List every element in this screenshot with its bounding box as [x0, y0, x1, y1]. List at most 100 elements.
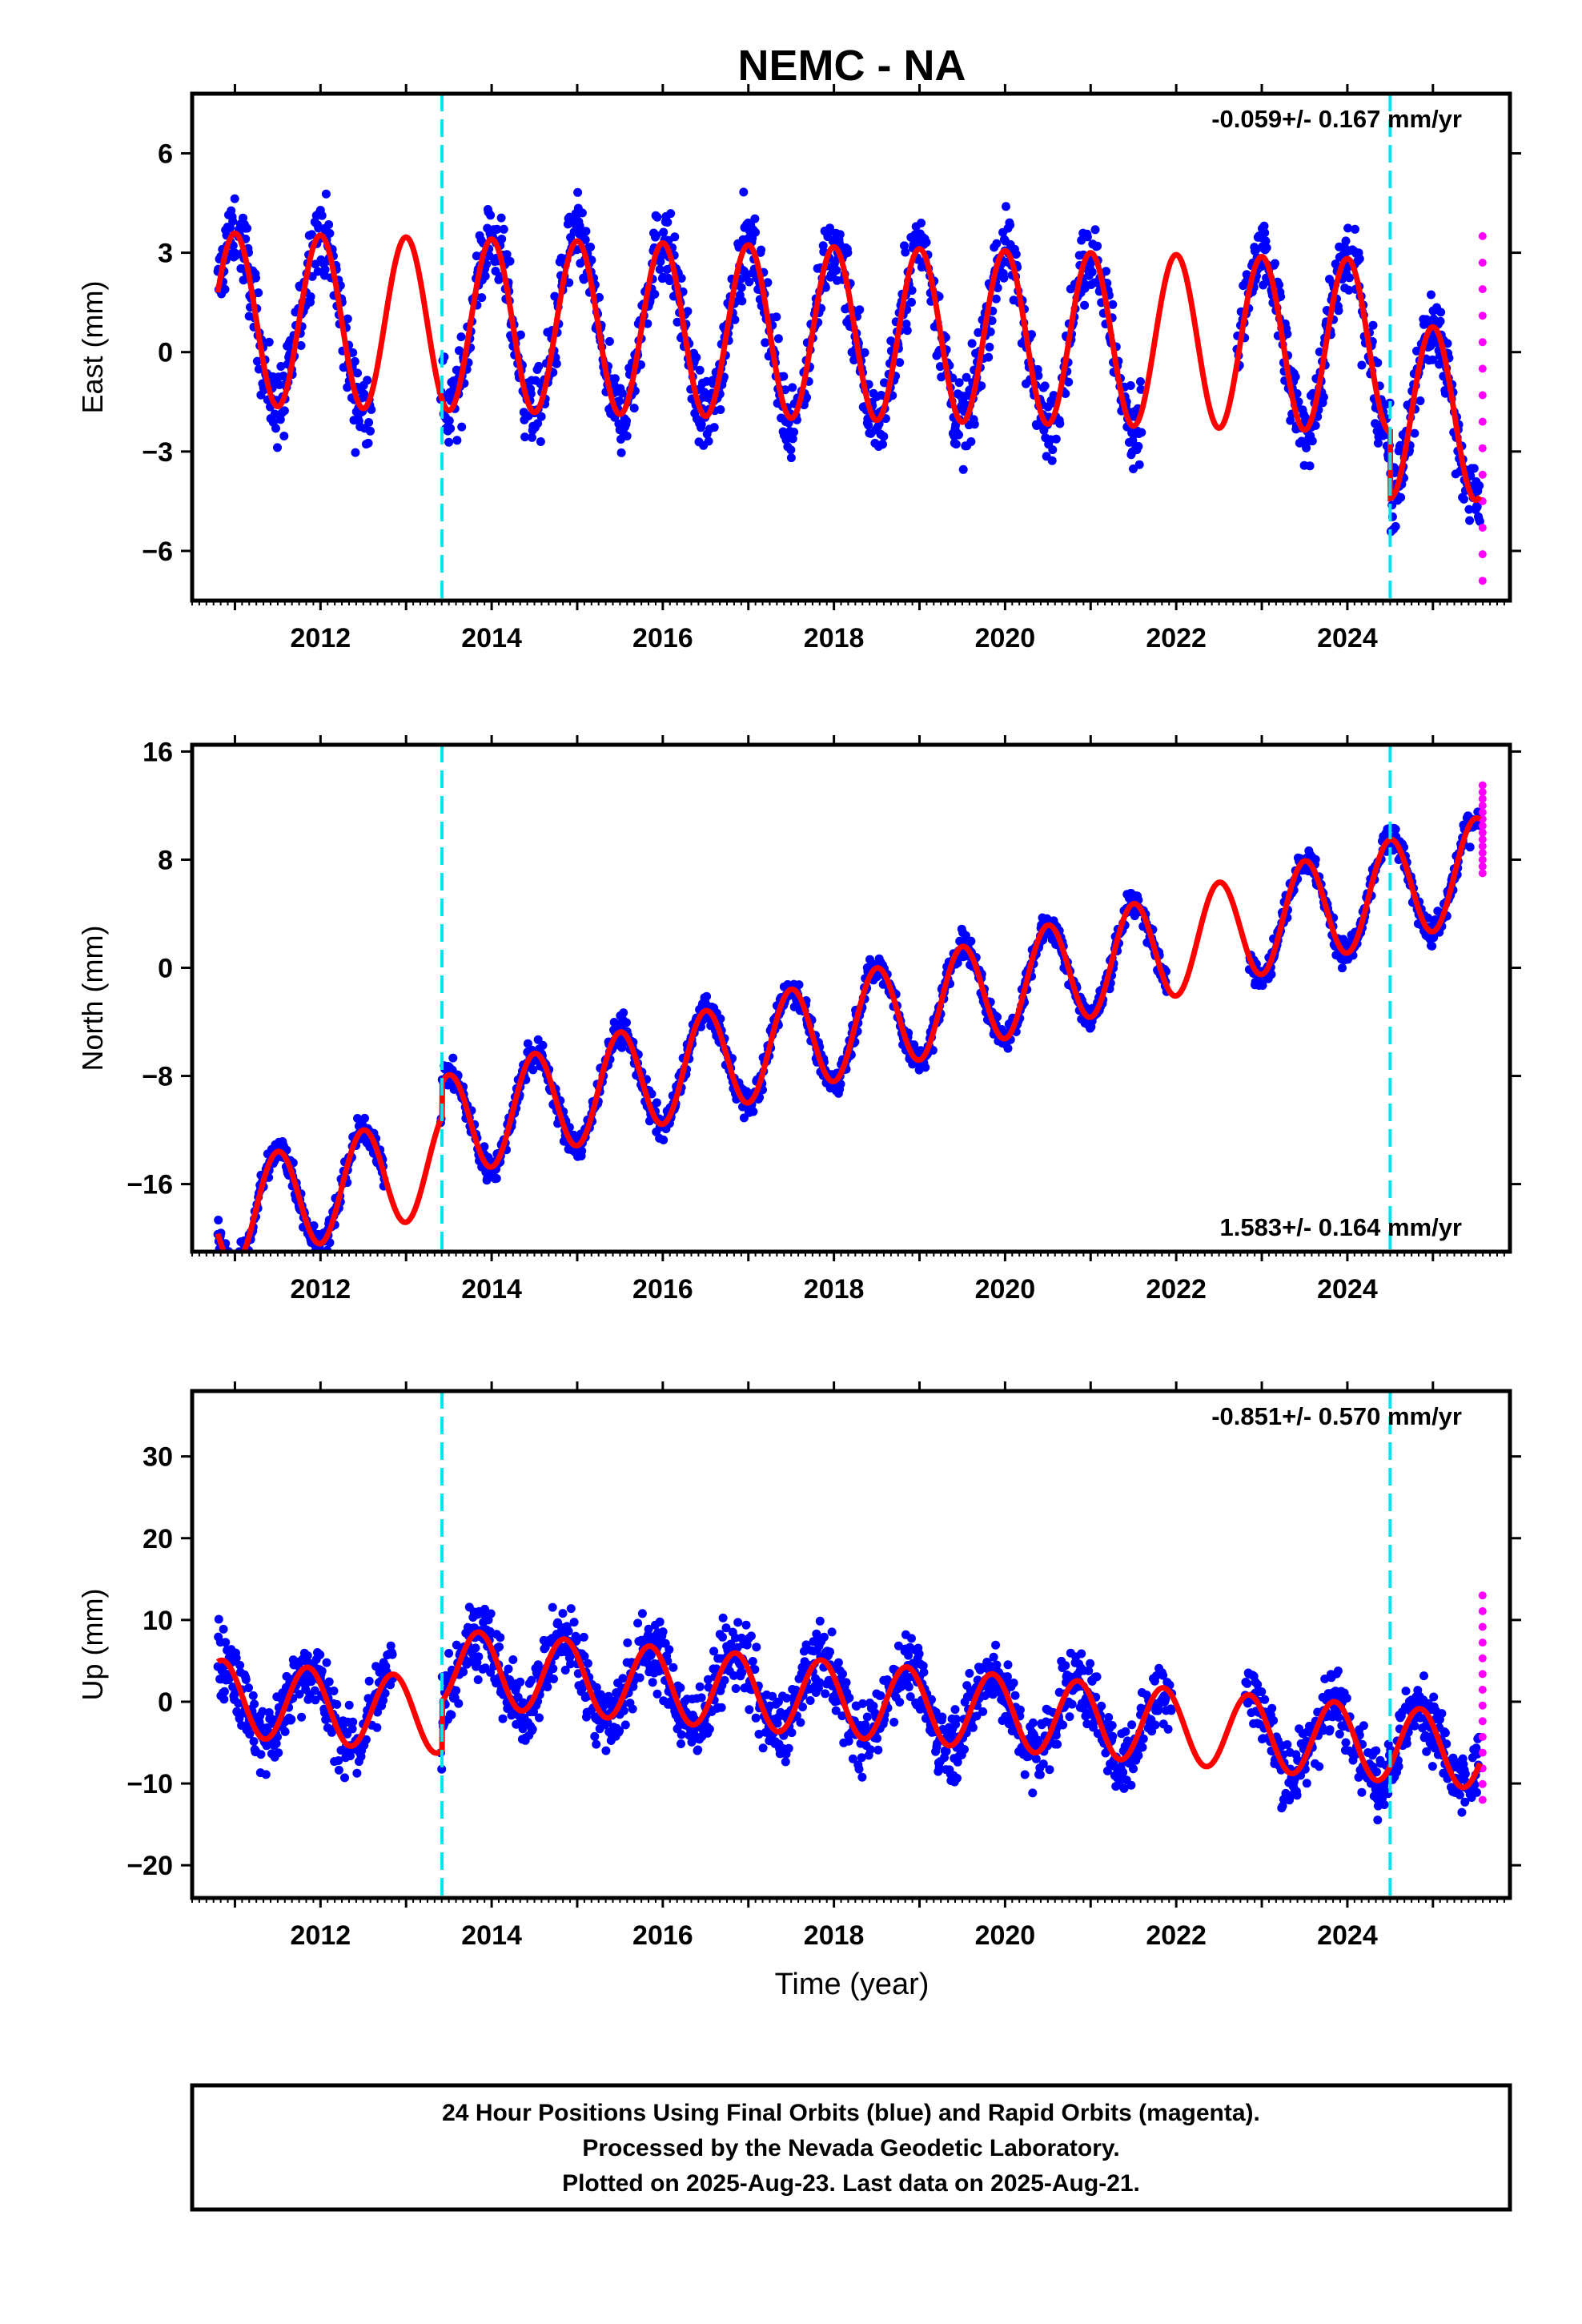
final-orbit-point: [516, 1677, 525, 1687]
final-orbit-point: [223, 1256, 231, 1265]
final-orbit-point: [695, 1682, 705, 1691]
final-orbit-point: [676, 1683, 685, 1692]
final-orbit-point: [254, 364, 263, 374]
final-orbit-point: [221, 1638, 231, 1647]
final-orbit-point: [1443, 339, 1452, 348]
final-orbit-point: [1260, 228, 1270, 238]
final-orbit-point: [650, 289, 660, 299]
final-orbit-point: [231, 251, 240, 260]
final-orbit-point: [492, 224, 502, 234]
final-orbit-point: [1391, 825, 1400, 834]
final-orbit-point: [1286, 416, 1295, 425]
final-orbit-point: [236, 1258, 245, 1267]
final-orbit-point: [623, 1638, 632, 1647]
final-orbit-point: [652, 1689, 662, 1699]
final-orbit-point: [1465, 516, 1475, 525]
final-orbit-point: [900, 241, 909, 251]
final-orbit-point: [219, 1687, 229, 1696]
final-orbit-point: [486, 1609, 496, 1618]
final-orbit-point: [921, 238, 931, 247]
final-orbit-point: [592, 1739, 601, 1749]
final-orbit-point: [566, 1604, 576, 1614]
final-orbit-point: [907, 286, 917, 296]
final-orbit-point: [1003, 1043, 1013, 1053]
final-orbit-point: [238, 1256, 247, 1265]
final-orbit-point: [974, 328, 983, 337]
final-orbit-point: [757, 245, 766, 255]
final-orbit-point: [280, 1727, 290, 1736]
final-orbit-point: [325, 228, 335, 238]
final-orbit-point: [737, 283, 746, 292]
final-orbit-point: [730, 315, 740, 324]
final-orbit-point: [226, 1271, 235, 1280]
x-tick-label: 2022: [1146, 1274, 1207, 1305]
final-orbit-point: [697, 1693, 706, 1703]
final-orbit-point: [1469, 464, 1479, 473]
final-orbit-point: [252, 356, 262, 366]
final-orbit-point: [1040, 381, 1050, 391]
final-orbit-point: [1368, 320, 1378, 330]
final-orbit-point: [550, 292, 560, 301]
final-orbit-point: [575, 221, 584, 231]
final-orbit-point: [633, 1618, 643, 1628]
final-orbit-point: [1136, 384, 1146, 394]
final-orbit-point: [1090, 225, 1100, 235]
final-orbit-point: [472, 251, 481, 261]
final-orbit-point: [214, 1614, 223, 1624]
final-orbit-point: [1311, 420, 1320, 430]
final-orbit-point: [751, 227, 760, 237]
final-orbit-point: [683, 307, 693, 316]
final-orbit-point: [583, 1659, 592, 1668]
final-orbit-point: [228, 1266, 237, 1275]
final-orbit-point: [1475, 517, 1484, 526]
final-orbit-point: [616, 448, 626, 457]
final-orbit-point: [677, 274, 686, 283]
final-orbit-point: [695, 365, 705, 375]
final-orbit-point: [222, 1269, 231, 1277]
final-orbit-point: [786, 453, 796, 463]
final-orbit-point: [444, 1649, 454, 1658]
final-orbit-point: [1006, 220, 1015, 230]
final-orbit-point: [985, 342, 994, 352]
final-orbit-point: [970, 420, 979, 429]
final-orbit-point: [966, 936, 976, 946]
final-orbit-point: [954, 378, 964, 388]
final-orbit-point: [307, 230, 316, 239]
final-orbit-point: [986, 327, 995, 336]
final-orbit-point: [214, 1216, 223, 1224]
final-orbit-point: [287, 1715, 296, 1724]
final-orbit-point: [549, 1675, 558, 1683]
final-orbit-point: [658, 1627, 668, 1637]
x-tick-label: 2012: [291, 623, 351, 653]
final-orbit-point: [452, 1686, 461, 1695]
x-tick-label: 2018: [804, 623, 865, 653]
final-orbit-point: [306, 292, 315, 301]
final-orbit-point: [352, 1768, 362, 1778]
final-orbit-point: [745, 1705, 754, 1715]
final-orbit-point: [586, 243, 596, 251]
rapid-orbit-point: [1478, 822, 1487, 830]
final-orbit-point: [516, 330, 525, 340]
y-axis-label: North (mm): [76, 926, 109, 1072]
final-orbit-point: [364, 418, 374, 427]
final-orbit-point: [241, 1675, 251, 1684]
final-orbit-point: [492, 1174, 501, 1183]
final-orbit-point: [486, 211, 496, 220]
final-orbit-point: [228, 216, 238, 226]
y-tick-label: 0: [158, 954, 173, 984]
final-orbit-point: [1271, 259, 1279, 268]
final-orbit-point: [750, 214, 760, 223]
final-orbit-point: [718, 1613, 728, 1622]
final-orbit-point: [296, 341, 306, 350]
final-orbit-point: [271, 424, 280, 433]
final-orbit-point: [220, 284, 230, 294]
final-orbit-point: [235, 1260, 244, 1269]
final-orbit-point: [709, 423, 719, 432]
final-orbit-point: [552, 359, 561, 368]
final-orbit-point: [705, 1724, 714, 1734]
final-orbit-point: [619, 1008, 628, 1018]
final-orbit-point: [601, 1746, 611, 1755]
final-orbit-point: [363, 438, 373, 448]
final-orbit-point: [459, 1667, 468, 1677]
